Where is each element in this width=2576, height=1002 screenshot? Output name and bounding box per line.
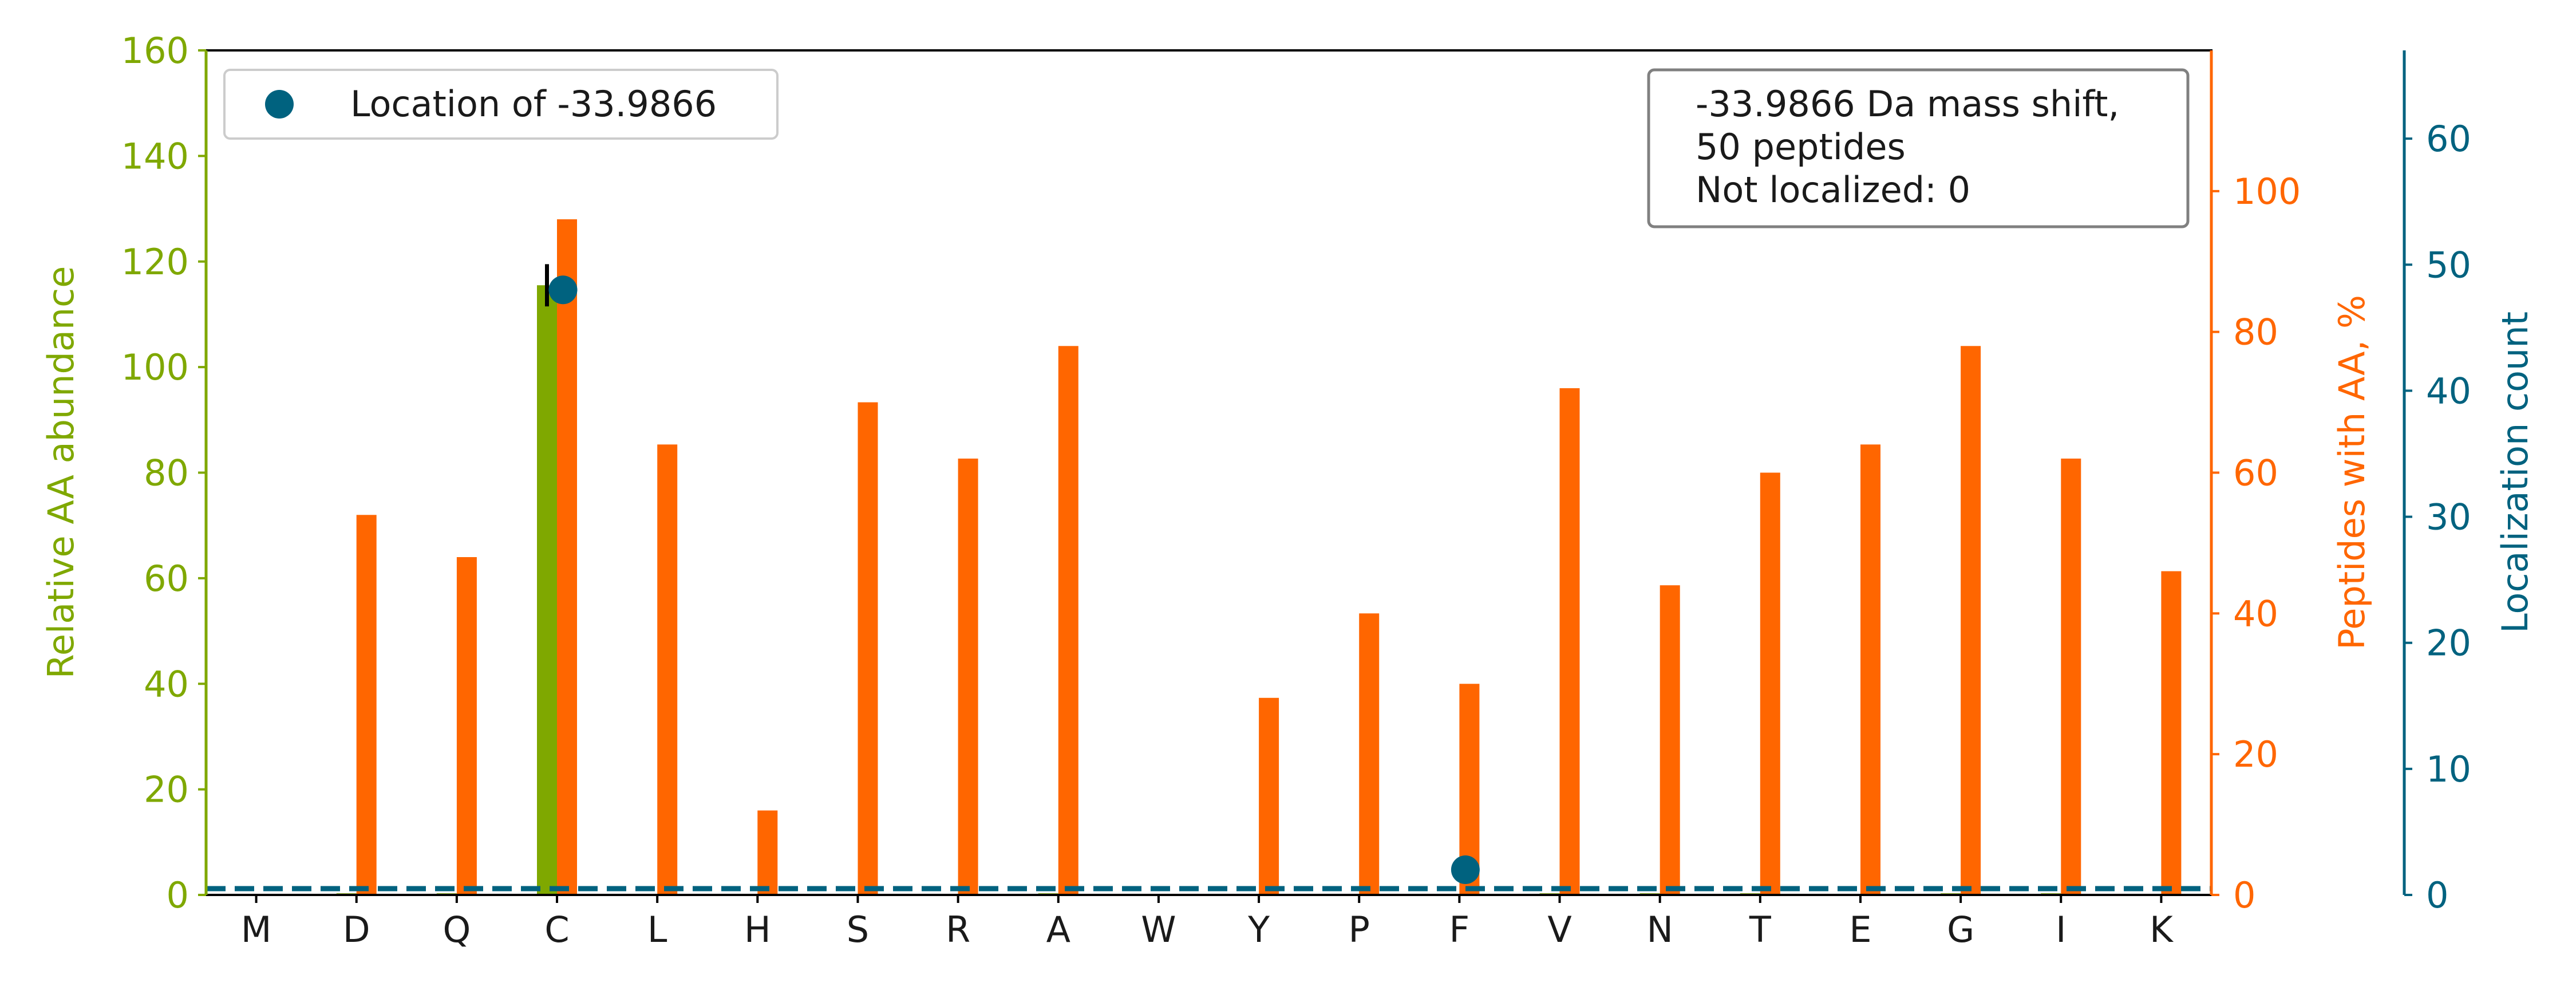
left-tick-label: 80 xyxy=(144,452,189,494)
annotation-line-2: 50 peptides xyxy=(1696,126,1906,168)
bars-layer xyxy=(336,219,2182,896)
left-tick-label: 140 xyxy=(121,135,189,177)
peptide-pct-bar-N xyxy=(1660,585,1680,895)
peptide-pct-bar-G xyxy=(1961,346,1981,896)
x-tick-label-L: L xyxy=(647,909,667,950)
right-tick-label: 20 xyxy=(2233,733,2278,775)
right-axis: 0 20 40 60 80 100 xyxy=(2210,50,2301,916)
x-tick-label-H: H xyxy=(744,909,771,950)
x-tick-label-M: M xyxy=(241,909,272,950)
left-axis: 0 20 40 60 80 100 120 140 160 xyxy=(121,30,208,916)
peptide-pct-bar-Y xyxy=(1259,697,1279,895)
annotation-frame xyxy=(1647,68,2190,228)
localization-point-C xyxy=(548,275,578,305)
third-tick-label: 10 xyxy=(2426,748,2471,790)
peptide-pct-bar-Q xyxy=(456,557,477,895)
peptide-pct-bar-T xyxy=(1760,472,1780,895)
left-tick-label: 160 xyxy=(121,30,189,72)
peptide-pct-bar-K xyxy=(2161,571,2182,895)
left-tick-label: 120 xyxy=(121,241,189,283)
peptide-pct-bar-D xyxy=(356,515,377,896)
legend-box xyxy=(223,69,779,140)
peptide-pct-bar-A xyxy=(1058,346,1078,896)
third-tick-label: 20 xyxy=(2426,622,2471,664)
left-tick-label: 20 xyxy=(144,769,189,811)
peptide-pct-bar-P xyxy=(1359,613,1380,895)
x-tick-label-I: I xyxy=(2056,909,2066,950)
right-tick-label: 40 xyxy=(2233,593,2278,634)
right-tick-label: 60 xyxy=(2233,452,2278,494)
x-tick-label-K: K xyxy=(2150,909,2174,950)
left-tick-label: 60 xyxy=(144,558,189,599)
right-tick-label: 100 xyxy=(2233,171,2301,212)
peptide-pct-bar-H xyxy=(757,810,778,895)
annotation-box: -33.9866 Da mass shift, 50 peptides Not … xyxy=(1647,68,2190,228)
peptide-pct-bar-L xyxy=(657,444,678,895)
abundance-bar-C xyxy=(537,285,557,896)
x-tick-label-Y: Y xyxy=(1247,909,1270,950)
x-tick-label-N: N xyxy=(1646,909,1673,950)
third-tick-label: 60 xyxy=(2426,118,2471,160)
localization-point-F xyxy=(1451,855,1480,884)
peptide-pct-bar-E xyxy=(1860,444,1880,895)
third-tick-label: 40 xyxy=(2426,370,2471,412)
annotation-line-3: Not localized: 0 xyxy=(1696,169,1970,211)
x-tick-label-T: T xyxy=(1749,909,1772,950)
right-axis-title: Peptides with AA, % xyxy=(2331,295,2373,650)
points-layer xyxy=(548,275,1480,884)
x-tick-label-D: D xyxy=(343,909,370,950)
x-tick-label-P: P xyxy=(1349,909,1370,950)
x-tick-label-W: W xyxy=(1141,909,1176,950)
peptide-pct-bar-S xyxy=(858,402,878,895)
left-tick-label: 40 xyxy=(144,663,189,705)
third-axis-title: Localization count xyxy=(2494,311,2536,633)
legend-marker xyxy=(265,90,294,119)
third-tick-label: 50 xyxy=(2426,244,2471,286)
x-tick-label-S: S xyxy=(847,909,869,950)
x-tick-label-Q: Q xyxy=(442,909,471,950)
third-tick-label: 0 xyxy=(2426,874,2448,916)
right-tick-label: 0 xyxy=(2233,874,2255,916)
peptide-pct-bar-V xyxy=(1559,388,1580,895)
x-tick-label-G: G xyxy=(1947,909,1974,950)
x-tick-label-R: R xyxy=(946,909,970,950)
x-tick-label-C: C xyxy=(544,909,569,950)
peptide-pct-bar-I xyxy=(2061,458,2081,895)
peptide-pct-bar-R xyxy=(958,458,978,895)
right-tick-label: 80 xyxy=(2233,311,2278,353)
left-axis-title: Relative AA abundance xyxy=(40,266,82,679)
x-tick-label-F: F xyxy=(1449,909,1470,950)
peptide-pct-bar-C xyxy=(557,219,577,895)
third-tick-label: 30 xyxy=(2426,496,2471,538)
legend: Location of -33.9866 xyxy=(223,69,779,140)
third-axis: 0 10 20 30 40 50 60 xyxy=(2403,50,2471,916)
x-tick-label-E: E xyxy=(1849,909,1871,950)
left-tick-label: 0 xyxy=(167,874,189,916)
x-tick-label-V: V xyxy=(1547,909,1571,950)
annotation-line-1: -33.9866 Da mass shift, xyxy=(1696,83,2119,125)
x-tick-label-A: A xyxy=(1046,909,1070,950)
legend-label: Location of -33.9866 xyxy=(350,83,717,125)
left-tick-label: 100 xyxy=(121,346,189,388)
